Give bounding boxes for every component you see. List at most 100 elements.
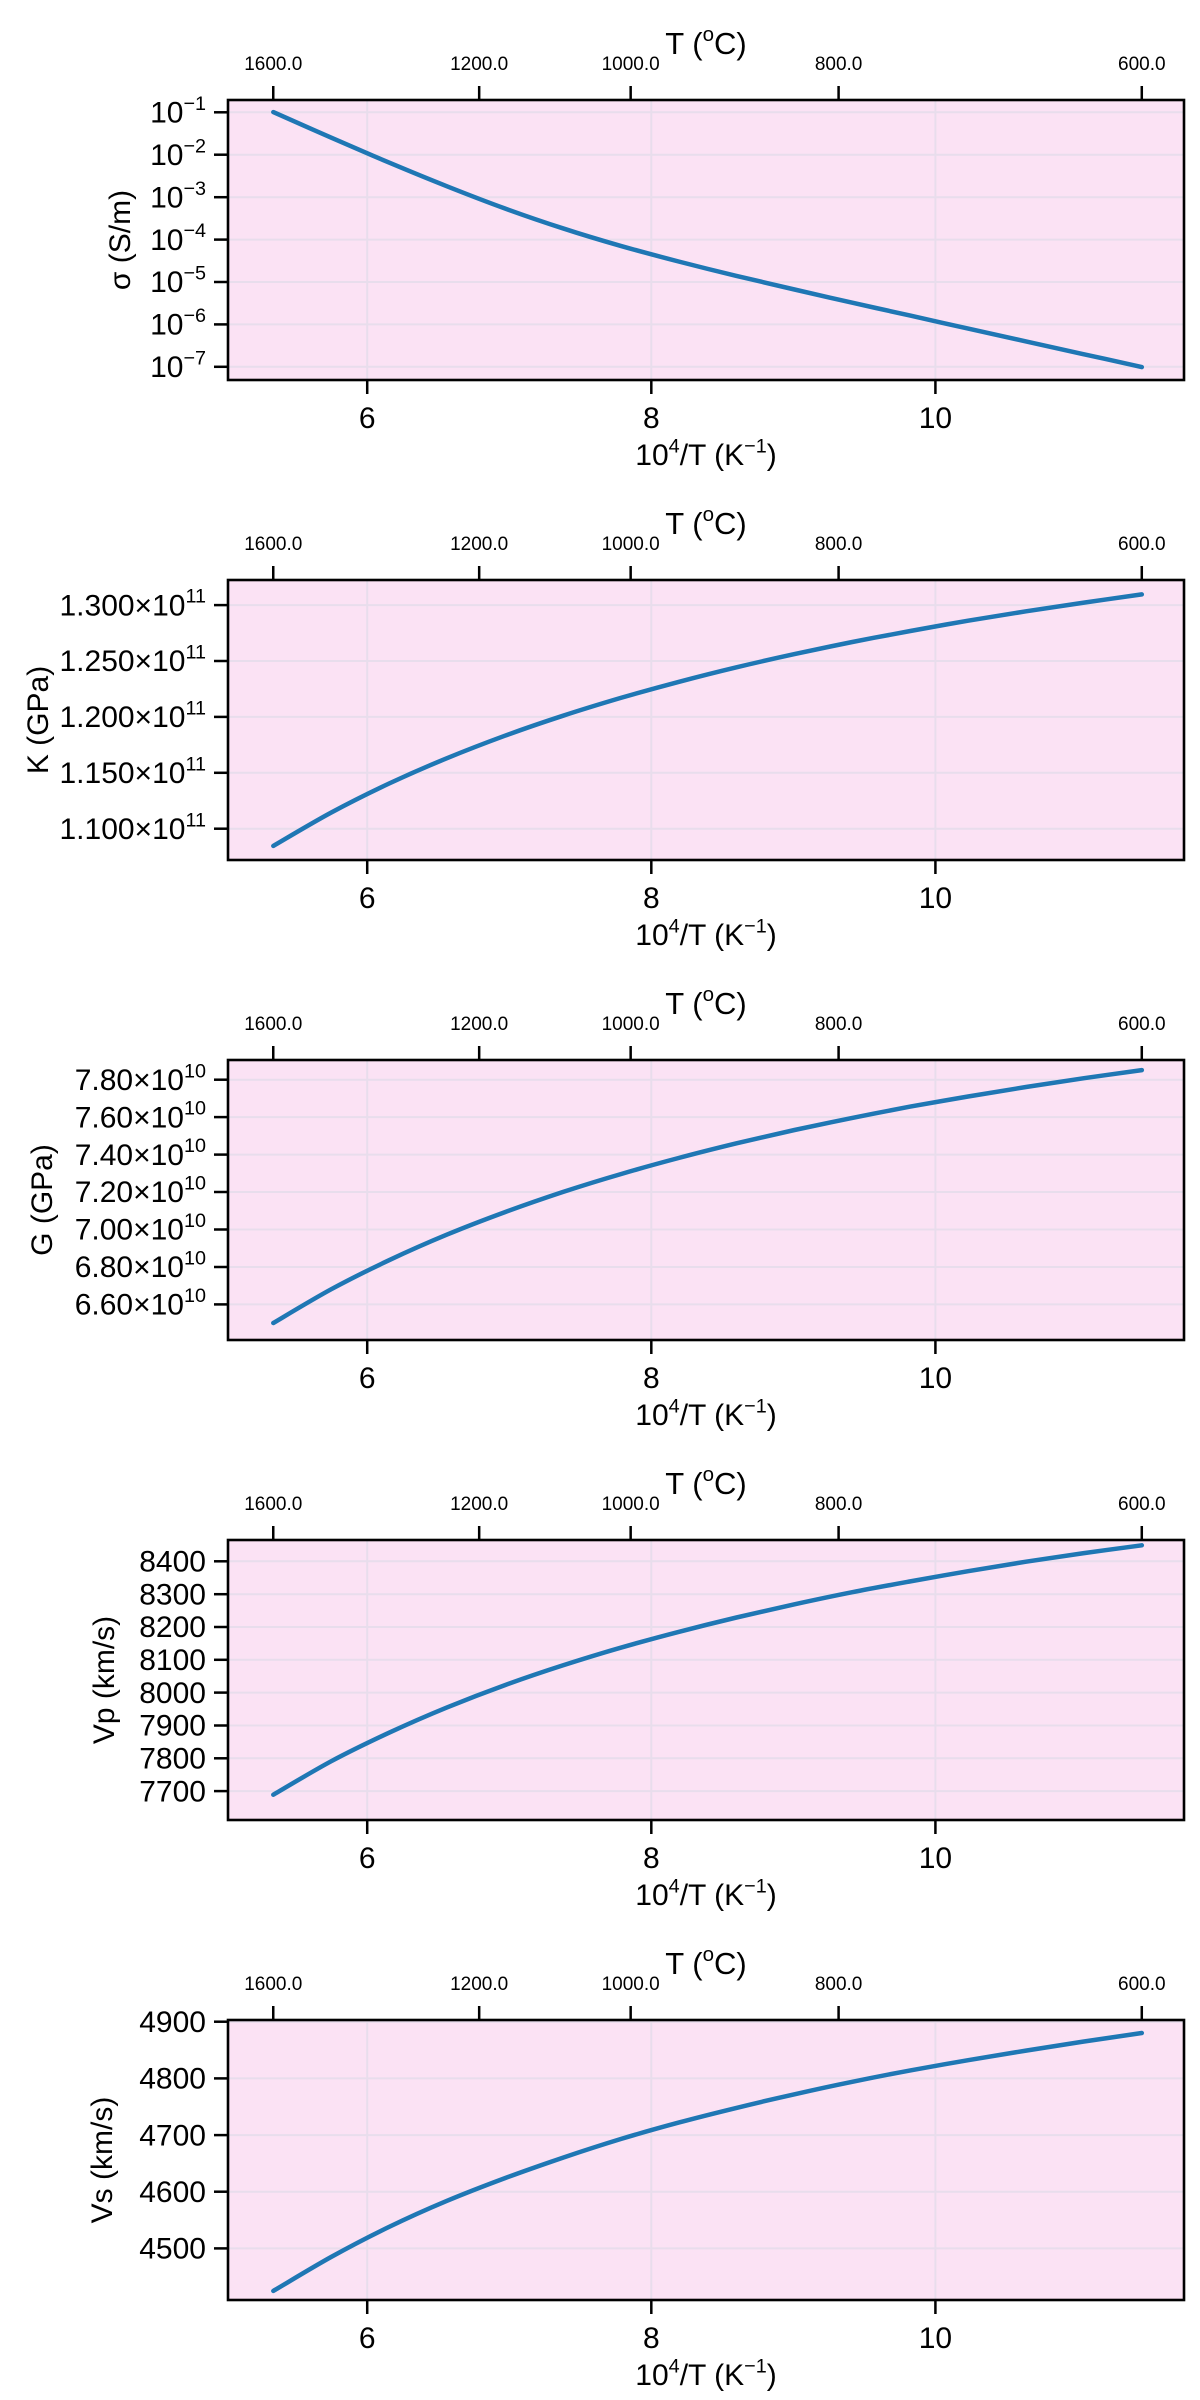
- x-tick-label: 10: [919, 2322, 952, 2355]
- x-tick-label: 10: [919, 1362, 952, 1395]
- top-tick-label: 1200.0: [450, 534, 508, 555]
- y-tick-label: 8400: [139, 1546, 206, 1579]
- plot-svg-bulk-modulus: 6 8 10 1600.0 1200.0 1000.0 800.0 600.0 1.100×10…: [22, 503, 1186, 952]
- y-axis-label: Vp (km/s): [88, 1616, 121, 1744]
- y-tick-label: 7.80×1010: [75, 1060, 206, 1097]
- top-tick-label: 1000.0: [602, 1494, 660, 1515]
- top-tick-label: 1200.0: [450, 1974, 508, 1995]
- x-tick-label: 10: [919, 882, 952, 915]
- top-tick-label: 800.0: [815, 1014, 863, 1035]
- plot-frame: [226, 1538, 1186, 1822]
- top-tick-label: 1600.0: [244, 1494, 302, 1515]
- plot-area: [228, 1540, 1184, 1820]
- y-tick-label: 4600: [139, 2176, 206, 2209]
- y-tick-label: 1.300×1011: [59, 586, 206, 623]
- plot-svg-vp: 6 8 10 1600.0 1200.0 1000.0 800.0 600.0 77007800…: [88, 1463, 1186, 1912]
- top-tick-label: 1600.0: [244, 1014, 302, 1035]
- top-tick-label: 600.0: [1118, 534, 1166, 555]
- plot-area: [228, 2020, 1184, 2300]
- y-tick-label: 7700: [139, 1775, 206, 1808]
- plot-title: T (oC): [665, 983, 746, 1021]
- x-tick-label: 6: [359, 402, 376, 435]
- y-tick-label: 8100: [139, 1644, 206, 1677]
- top-tick-label: 800.0: [815, 54, 863, 75]
- top-tick-label: 600.0: [1118, 54, 1166, 75]
- x-tick-label: 6: [359, 2322, 376, 2355]
- x-tick-label: 8: [643, 2322, 660, 2355]
- plot-vs: 6 8 10 1600.0 1200.0 1000.0 800.0 600.0 4500 4600…: [0, 1920, 1200, 2400]
- y-tick-label: 10−3: [150, 178, 206, 215]
- plot-frame: [226, 578, 1186, 862]
- top-tick-label: 600.0: [1118, 1014, 1166, 1035]
- y-tick-label: 10−5: [150, 263, 206, 300]
- y-tick-label: 10−4: [150, 220, 206, 257]
- y-tick-label: 7.60×1010: [75, 1098, 206, 1135]
- y-tick-label: 10−7: [150, 347, 206, 384]
- plot-bulk-modulus: 6 8 10 1600.0 1200.0 1000.0 800.0 600.0 1.100×10…: [0, 480, 1200, 960]
- y-tick-label: 7900: [139, 1710, 206, 1743]
- x-tick-label: 6: [359, 882, 376, 915]
- y-tick-label: 8000: [139, 1677, 206, 1710]
- top-tick-label: 1200.0: [450, 1014, 508, 1035]
- top-tick-label: 1000.0: [602, 534, 660, 555]
- y-tick-label: 1.150×1011: [59, 753, 206, 790]
- y-tick-label: 1.250×1011: [59, 642, 206, 679]
- x-tick-label: 10: [919, 402, 952, 435]
- y-tick-label: 8300: [139, 1578, 206, 1611]
- y-tick-label: 10−6: [150, 305, 206, 342]
- plot-area: [228, 1060, 1184, 1340]
- x-tick-label: 6: [359, 1362, 376, 1395]
- y-axis-label: G (GPa): [26, 1144, 59, 1256]
- series-line-shear-modulus: [271, 1067, 1145, 1326]
- y-tick-label: 6.60×1010: [75, 1285, 206, 1322]
- x-axis-label: 104/T (K−1): [635, 435, 776, 472]
- x-tick-label: 10: [919, 1842, 952, 1875]
- x-tick-label: 8: [643, 1842, 660, 1875]
- top-tick-label: 800.0: [815, 1494, 863, 1515]
- plot-vp: 6 8 10 1600.0 1200.0 1000.0 800.0 600.0 7700 7800…: [0, 1440, 1200, 1920]
- plot-title: T (oC): [665, 503, 746, 541]
- y-tick-label: 7.20×1010: [75, 1173, 206, 1210]
- plot-svg-vs: 6 8 10 1600.0 1200.0 1000.0 800.0 600.0 4500 4600…: [86, 1943, 1186, 2392]
- series-line-bulk-modulus: [271, 592, 1145, 849]
- y-tick-label: 7800: [139, 1742, 206, 1775]
- x-tick-label: 6: [359, 1842, 376, 1875]
- top-tick-label: 1000.0: [602, 1014, 660, 1035]
- plot-area: [228, 580, 1184, 860]
- top-tick-label: 1000.0: [602, 54, 660, 75]
- y-tick-label: 8200: [139, 1611, 206, 1644]
- x-axis-label: 104/T (K−1): [635, 1875, 776, 1912]
- y-axis-label: Vs (km/s): [86, 2097, 119, 2224]
- y-tick-label: 10−1: [150, 93, 206, 130]
- x-axis-label: 104/T (K−1): [635, 915, 776, 952]
- x-tick-label: 8: [643, 402, 660, 435]
- top-tick-label: 800.0: [815, 534, 863, 555]
- plot-shear-modulus: 6 8 10 1600.0 1200.0 1000.0 800.0 600.0 6.60×101…: [0, 960, 1200, 1440]
- y-tick-label: 7.00×1010: [75, 1210, 206, 1247]
- y-axis-label: K (GPa): [22, 666, 55, 774]
- plot-svg-shear-modulus: 6 8 10 1600.0 1200.0 1000.0 800.0 600.0 6.60×101…: [26, 983, 1186, 1432]
- y-tick-label: 4800: [139, 2063, 206, 2096]
- x-axis-label: 104/T (K−1): [635, 2355, 776, 2392]
- top-tick-label: 800.0: [815, 1974, 863, 1995]
- y-tick-label: 1.100×1011: [59, 809, 206, 846]
- x-tick-label: 8: [643, 882, 660, 915]
- series-line-vp: [271, 1543, 1145, 1797]
- plot-title: T (oC): [665, 23, 746, 61]
- y-tick-label: 4500: [139, 2233, 206, 2266]
- plot-frame: [226, 2018, 1186, 2302]
- x-axis-label: 104/T (K−1): [635, 1395, 776, 1432]
- plot-frame: [226, 1058, 1186, 1342]
- top-tick-label: 1000.0: [602, 1974, 660, 1995]
- x-tick-label: 8: [643, 1362, 660, 1395]
- top-tick-label: 1600.0: [244, 1974, 302, 1995]
- y-axis-label: σ (S/m): [104, 190, 137, 290]
- top-tick-label: 1200.0: [450, 54, 508, 75]
- plot-conductivity: 6 8 10 1600.0 1200.0 1000.0 800.0 600.0 10−1 10−2…: [0, 0, 1200, 480]
- y-tick-label: 4700: [139, 2119, 206, 2152]
- top-tick-label: 1600.0: [244, 534, 302, 555]
- top-tick-label: 1600.0: [244, 54, 302, 75]
- plot-svg-conductivity: 6 8 10 1600.0 1200.0 1000.0 800.0 600.0 10−1 10−2…: [104, 23, 1186, 472]
- series-line-conductivity: [271, 109, 1145, 370]
